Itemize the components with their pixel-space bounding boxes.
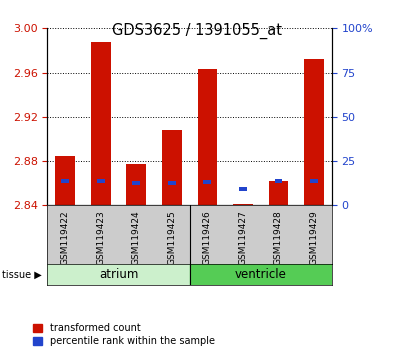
Legend: transformed count, percentile rank within the sample: transformed count, percentile rank withi…: [32, 322, 216, 347]
Text: tissue ▶: tissue ▶: [2, 270, 42, 280]
Bar: [190, 264, 332, 285]
Bar: [55, 155, 75, 205]
Text: ventricle: ventricle: [235, 268, 287, 281]
Text: GSM119425: GSM119425: [167, 210, 176, 265]
Bar: [198, 69, 217, 205]
Bar: [275, 179, 282, 183]
Text: GSM119429: GSM119429: [310, 210, 318, 265]
Text: GSM119427: GSM119427: [239, 210, 247, 265]
Text: GSM119423: GSM119423: [96, 210, 105, 265]
Bar: [168, 181, 176, 185]
Text: GSM119428: GSM119428: [274, 210, 283, 265]
Bar: [269, 181, 288, 205]
Bar: [162, 130, 182, 205]
Bar: [239, 187, 247, 191]
Bar: [203, 180, 211, 184]
Text: GDS3625 / 1391055_at: GDS3625 / 1391055_at: [113, 23, 282, 39]
Bar: [304, 59, 324, 205]
Bar: [61, 179, 69, 183]
Text: atrium: atrium: [99, 268, 138, 281]
Bar: [132, 181, 140, 185]
Bar: [310, 179, 318, 183]
Bar: [47, 264, 190, 285]
Bar: [97, 179, 105, 183]
Text: GSM119426: GSM119426: [203, 210, 212, 265]
Text: GSM119424: GSM119424: [132, 210, 141, 265]
Bar: [91, 42, 111, 205]
Bar: [233, 204, 253, 205]
Text: GSM119422: GSM119422: [61, 210, 70, 265]
Bar: [126, 164, 146, 205]
